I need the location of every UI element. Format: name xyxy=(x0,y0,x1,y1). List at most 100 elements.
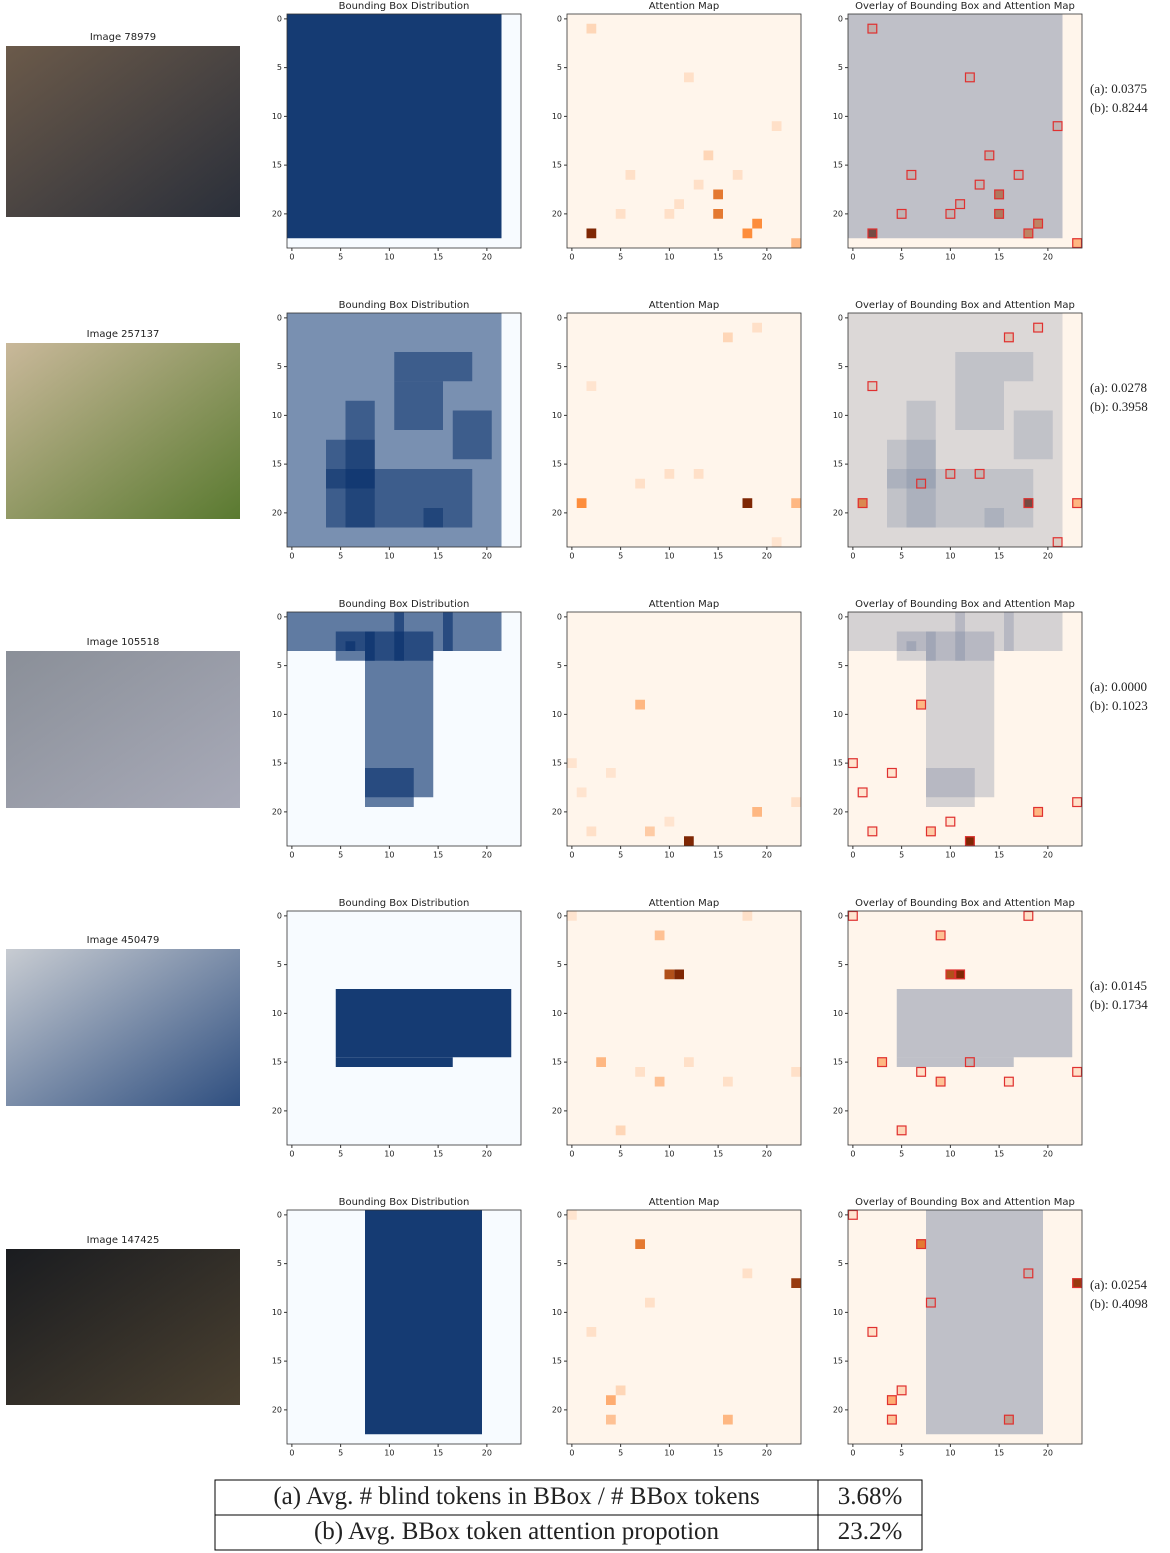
blind-token xyxy=(1072,238,1083,249)
bbox-overlay xyxy=(926,1210,1043,1435)
x-tick-label: 15 xyxy=(994,1150,1004,1159)
attention-cell xyxy=(576,787,587,798)
x-tick-label: 20 xyxy=(1043,552,1053,561)
attention-cell xyxy=(965,72,975,83)
blind-token xyxy=(974,468,985,479)
x-tick-label: 5 xyxy=(899,1449,904,1458)
attention-cell xyxy=(684,836,694,846)
x-tick-label: 15 xyxy=(994,552,1004,561)
photo xyxy=(6,1249,240,1405)
attention-cell xyxy=(567,1210,577,1220)
x-tick-label: 10 xyxy=(664,1449,674,1458)
attention-cell xyxy=(654,930,665,941)
y-tick-label: 15 xyxy=(552,759,562,768)
y-tick-label: 15 xyxy=(552,460,562,469)
attention-cell xyxy=(586,381,597,391)
blind-token xyxy=(984,150,995,161)
y-tick-label: 0 xyxy=(277,612,282,621)
plot-frame xyxy=(286,910,522,1146)
x-tick-label: 15 xyxy=(713,1150,723,1159)
bbox-region xyxy=(423,508,443,528)
panel-title: Overlay of Bounding Box and Attention Ma… xyxy=(855,1197,1075,1208)
blind-token xyxy=(945,816,956,827)
y-tick-label: 10 xyxy=(272,1009,282,1018)
attention-cell xyxy=(945,969,956,980)
attention-cell xyxy=(586,1327,597,1337)
plot-frame xyxy=(286,1209,522,1445)
y-tick-label: 20 xyxy=(272,1405,282,1414)
blind-token xyxy=(1023,910,1034,921)
panel-title: Bounding Box Distribution xyxy=(339,898,470,909)
y-tick-label: 10 xyxy=(272,112,282,121)
y-tick-label: 20 xyxy=(833,1405,843,1414)
blind-token xyxy=(896,1125,907,1136)
blind-token xyxy=(867,23,878,34)
blind-token xyxy=(945,969,956,980)
plot-bg xyxy=(567,313,801,547)
y-tick-label: 10 xyxy=(272,1308,282,1317)
panel-title: Attention Map xyxy=(649,1,719,12)
x-tick-label: 0 xyxy=(569,1449,574,1458)
attention-cell xyxy=(674,199,684,209)
blind-token xyxy=(945,468,956,479)
attention-cell xyxy=(906,170,917,180)
x-tick-label: 10 xyxy=(945,1449,955,1458)
blind-token xyxy=(955,969,966,980)
attention-cell xyxy=(916,478,926,489)
y-tick-label: 5 xyxy=(277,63,282,72)
attention-cell xyxy=(693,469,704,479)
attention-cell xyxy=(945,816,956,827)
metric-b: (b): 0.1734 xyxy=(1090,997,1148,1012)
y-tick-label: 5 xyxy=(557,1259,562,1268)
blind-token xyxy=(1023,1268,1034,1279)
x-tick-label: 5 xyxy=(618,851,623,860)
blind-token xyxy=(886,1395,897,1406)
bbox-region xyxy=(365,1210,482,1435)
attention-cell xyxy=(742,498,753,508)
attention-cell xyxy=(674,969,684,980)
x-tick-label: 0 xyxy=(289,1449,294,1458)
x-tick-label: 10 xyxy=(384,1449,394,1458)
image-title: Image 147425 xyxy=(87,1235,160,1246)
y-tick-label: 15 xyxy=(272,759,282,768)
x-tick-label: 15 xyxy=(433,253,443,262)
bbox-overlay xyxy=(887,439,936,489)
blind-token xyxy=(847,910,858,921)
attention-cell xyxy=(926,1297,936,1308)
plot-frame xyxy=(847,13,1083,249)
blind-token xyxy=(1052,537,1063,548)
x-tick-label: 15 xyxy=(994,253,1004,262)
x-tick-label: 15 xyxy=(713,552,723,561)
x-tick-label: 15 xyxy=(433,552,443,561)
y-tick-label: 5 xyxy=(277,960,282,969)
attention-cell xyxy=(945,209,956,219)
attention-cell xyxy=(645,826,655,837)
y-tick-label: 5 xyxy=(557,960,562,969)
y-tick-label: 15 xyxy=(833,1357,843,1366)
image-title: Image 257137 xyxy=(87,329,160,340)
x-tick-label: 0 xyxy=(569,552,574,561)
y-tick-label: 15 xyxy=(552,1357,562,1366)
y-tick-label: 0 xyxy=(557,313,562,322)
table-value: 23.2% xyxy=(838,1518,903,1545)
x-tick-label: 5 xyxy=(618,1449,623,1458)
attention-cell xyxy=(1023,498,1034,508)
attention-cell xyxy=(1023,1268,1034,1279)
attention-cell xyxy=(723,332,733,343)
x-tick-label: 10 xyxy=(384,253,394,262)
y-tick-label: 20 xyxy=(833,1106,843,1115)
x-tick-label: 0 xyxy=(289,253,294,262)
y-tick-label: 10 xyxy=(833,1009,843,1018)
y-tick-label: 0 xyxy=(277,313,282,322)
x-tick-label: 5 xyxy=(899,851,904,860)
plot-bg xyxy=(848,911,1082,1145)
attention-cell xyxy=(606,1395,616,1405)
x-tick-label: 10 xyxy=(664,253,674,262)
blind-token xyxy=(896,208,907,219)
attention-cell xyxy=(1023,911,1034,921)
blind-token xyxy=(886,767,897,778)
metric-b: (b): 0.4098 xyxy=(1090,1296,1148,1311)
x-tick-label: 10 xyxy=(945,851,955,860)
x-tick-label: 15 xyxy=(994,1449,1004,1458)
bbox-region xyxy=(394,381,443,430)
